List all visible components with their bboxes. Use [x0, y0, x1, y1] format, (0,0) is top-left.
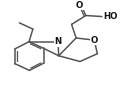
Text: HO: HO: [103, 12, 118, 21]
Text: N: N: [54, 37, 62, 46]
Text: O: O: [76, 1, 83, 10]
Text: O: O: [91, 36, 98, 45]
